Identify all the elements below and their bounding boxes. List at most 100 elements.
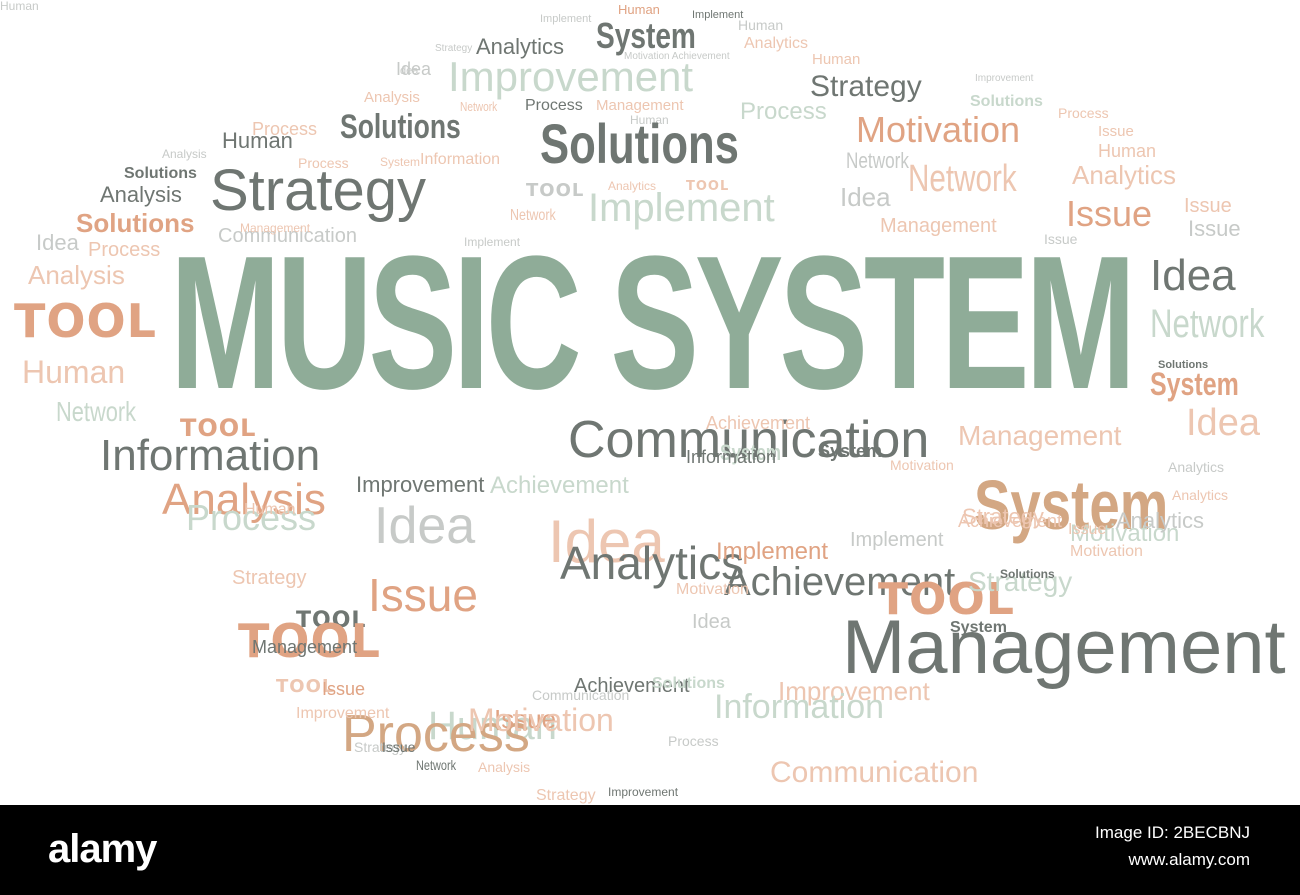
cloud-word: Analysis	[28, 260, 125, 290]
cloud-word: Management	[596, 97, 684, 114]
cloud-word: Strategy	[968, 566, 1073, 597]
cloud-word: Improvement	[296, 705, 390, 722]
cloud-word: Idea	[396, 59, 432, 79]
cloud-word: System	[720, 440, 782, 465]
cloud-word: Idea	[548, 508, 665, 575]
cloud-word: Solutions	[1158, 359, 1209, 371]
cloud-word: Communication	[218, 225, 357, 247]
cloud-word: Strategy	[210, 158, 426, 223]
cloud-word: Solutions	[340, 108, 461, 146]
cloud-word: Issue	[1188, 216, 1241, 241]
cloud-word: Analysis	[162, 475, 326, 524]
cloud-word: Improvement	[356, 472, 485, 497]
cloud-word: Process	[740, 98, 827, 125]
cloud-word: TOOL	[14, 294, 157, 348]
cloud-word: Solutions	[540, 112, 739, 175]
cloud-word: TOOL	[686, 179, 730, 194]
cloud-word: Information	[420, 151, 501, 168]
cloud-word: Motivation	[468, 702, 614, 738]
cloud-word: Issue	[368, 569, 478, 621]
cloud-word: Process	[342, 705, 530, 763]
cloud-word: Human	[222, 128, 293, 153]
cloud-word: Strategy	[810, 70, 922, 103]
cloud-word: TOOL	[238, 614, 381, 668]
cloud-word: TOOL	[526, 180, 585, 201]
cloud-word: Motivation	[676, 581, 749, 598]
cloud-word: Idea	[36, 230, 79, 255]
word-cloud: Implement Human Implement Analytics System Hu…	[0, 0, 1286, 804]
cloud-word: Process	[668, 733, 719, 749]
cloud-word: Idea	[840, 182, 891, 212]
cloud-word: Solutions	[76, 208, 195, 238]
cloud-word: Motivation Achievement	[624, 51, 730, 62]
cloud-word: Process	[298, 155, 349, 171]
cloud-word: Analysis	[364, 89, 420, 106]
cloud-word: Process	[252, 119, 318, 139]
cloud-word: Network	[846, 148, 909, 173]
cloud-word: Motivation	[856, 109, 1021, 150]
cloud-word: Achievement	[490, 472, 629, 499]
cloud-word: Strategy	[354, 739, 407, 755]
cloud-word: Achievement	[574, 675, 690, 697]
cloud-word: Network	[416, 757, 457, 773]
cloud-word: Human	[618, 2, 660, 17]
cloud-word: Strategy	[962, 504, 1044, 529]
cloud-word: Solutions	[1000, 567, 1055, 581]
cloud-word: Idea	[1186, 402, 1260, 444]
cloud-word: Issue	[1044, 231, 1078, 247]
cloud-word: Network	[908, 158, 1017, 200]
cloud-word: Issue	[382, 739, 416, 755]
cloud-word: Issue	[1068, 521, 1107, 538]
cloud-word: TOOL	[276, 676, 335, 697]
cloud-word: Network	[510, 207, 556, 224]
cloud-word: Analytics	[560, 537, 745, 589]
cloud-word: Solutions	[652, 675, 725, 692]
cloud-word: Motivation	[890, 457, 954, 473]
cloud-word: Achievement	[958, 511, 1063, 531]
cloud-word: Network	[56, 396, 137, 427]
cloud-word: Idea	[1150, 251, 1236, 300]
cloud-word: Analytics	[476, 34, 565, 59]
cloud-word: Analytics	[1072, 160, 1177, 190]
cloud-word: Human	[0, 0, 39, 13]
cloud-word: Management	[842, 605, 1286, 690]
cloud-word: System	[596, 15, 696, 56]
cloud-word: Solutions	[970, 93, 1043, 110]
cloud-word: Implement	[716, 538, 829, 565]
cloud-word: Human	[244, 501, 296, 518]
cloud-word: System	[974, 466, 1169, 544]
cloud-word: Issue	[1098, 123, 1134, 140]
cloud-word: System	[380, 155, 421, 169]
cloud-word: Issue	[1066, 193, 1153, 234]
cloud-word: Issue	[1184, 195, 1232, 217]
cloud-word: TOOL	[878, 574, 1015, 625]
cloud-word: Strategy	[435, 43, 473, 54]
cloud-word: Idea	[397, 65, 419, 77]
cloud-word: Implement	[588, 186, 775, 230]
cloud-word: System	[818, 441, 883, 461]
cloud-title: MUSIC SYSTEM	[170, 217, 1136, 429]
cloud-word: Achievement	[706, 413, 811, 433]
cloud-word: Process	[186, 497, 317, 538]
cloud-word: Strategy	[232, 567, 307, 589]
cloud-word: Human	[812, 51, 861, 68]
cloud-word: Strategy	[536, 787, 596, 804]
cloud-word: Improvement	[778, 676, 930, 706]
cloud-word: Implement	[692, 9, 744, 21]
cloud-word: Human	[1098, 141, 1157, 161]
cloud-word: Improvement	[975, 73, 1034, 84]
cloud-word: Implement	[464, 235, 521, 249]
cloud-word: Management	[958, 420, 1122, 451]
cloud-word: Implement	[850, 529, 944, 551]
watermark-footer: alamy Image ID: 2BECBNJ www.alamy.com	[0, 805, 1300, 895]
cloud-word: Management	[240, 221, 311, 235]
cloud-word: Information	[100, 431, 321, 480]
cloud-word: Information	[686, 447, 777, 467]
cloud-word: Human	[630, 113, 669, 127]
cloud-word: Process	[525, 97, 583, 114]
cloud-word: Implement	[540, 13, 592, 25]
cloud-word: Process	[1058, 105, 1109, 121]
cloud-word: Management	[880, 215, 997, 237]
cloud-word: Improvement	[448, 53, 694, 100]
cloud-word: Issue	[494, 704, 557, 734]
